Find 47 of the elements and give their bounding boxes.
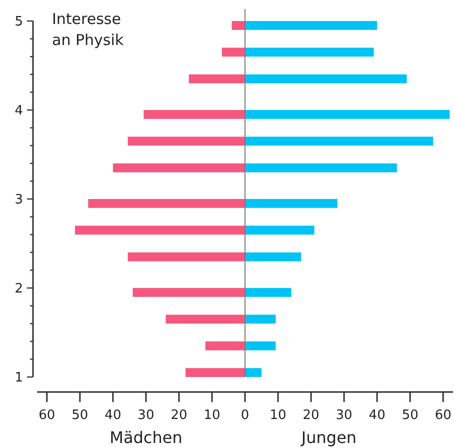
bar xyxy=(245,226,314,235)
y-tick-label: 3 xyxy=(14,192,23,208)
bar xyxy=(245,252,302,262)
bar xyxy=(245,368,262,377)
x-tick-label: 20 xyxy=(170,408,188,423)
bar xyxy=(245,199,338,208)
y-tick-label: 4 xyxy=(14,104,23,119)
bar xyxy=(166,314,245,324)
x-tick-label: 50 xyxy=(72,408,88,423)
bar xyxy=(132,288,245,297)
x-tick-label: 20 xyxy=(302,408,320,423)
bar xyxy=(245,341,276,350)
x-tick-label: 10 xyxy=(204,408,220,423)
bar xyxy=(245,314,276,324)
bar xyxy=(245,110,450,119)
bar xyxy=(74,226,245,235)
bar xyxy=(245,288,292,297)
text: Mädchen xyxy=(110,428,182,447)
x-tick-label: 30 xyxy=(336,408,352,423)
x-tick-label: 40 xyxy=(104,408,122,423)
bar xyxy=(245,21,378,30)
bar xyxy=(112,163,245,172)
x-tick-label: 0 xyxy=(240,408,250,423)
bar xyxy=(205,341,245,350)
text: Jungen xyxy=(300,428,357,447)
bar xyxy=(128,136,245,146)
y-tick-label: 2 xyxy=(14,282,23,297)
bar xyxy=(144,110,245,119)
x-tick-label: 60 xyxy=(434,408,452,423)
y-tick-label: 5 xyxy=(14,14,23,30)
bar xyxy=(245,74,407,84)
chart-title: Interesse an Physik xyxy=(52,10,124,49)
bar xyxy=(232,21,245,30)
bar xyxy=(186,368,245,377)
bar xyxy=(88,199,245,208)
x-tick-label: 40 xyxy=(368,408,386,423)
bar xyxy=(188,74,245,84)
bar xyxy=(128,252,245,262)
x-tick-label: 50 xyxy=(402,408,418,423)
bar xyxy=(245,163,397,172)
x-tick-label: 60 xyxy=(38,408,56,423)
bar xyxy=(245,136,434,146)
bar xyxy=(222,48,245,57)
bar xyxy=(245,48,374,57)
x-tick-label: 10 xyxy=(270,408,286,423)
y-tick-label: 1 xyxy=(14,370,23,386)
x-tick-label: 30 xyxy=(138,408,154,423)
